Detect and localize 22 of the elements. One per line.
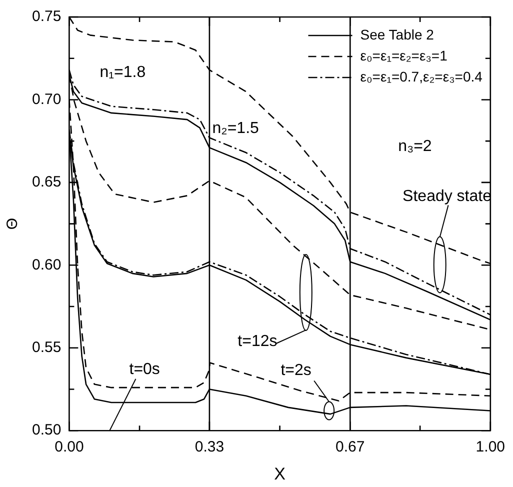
legend-label: See Table 2: [360, 26, 434, 42]
y-tick-label: 0.50: [32, 422, 62, 439]
annotation: t=12s: [238, 333, 278, 350]
annotation: n₃=2: [398, 138, 432, 155]
annotation: n₁=1.8: [100, 64, 146, 81]
annotation: t=0s: [129, 360, 160, 378]
y-axis-title: Θ: [4, 218, 22, 230]
legend-label: ε₀=ε₁=0.7,ε₂=ε₃=0.4: [360, 68, 483, 84]
x-tick-label: 0.67: [336, 438, 365, 456]
x-tick-label: 0.00: [54, 438, 84, 456]
annotation: n₂=1.5: [212, 120, 260, 138]
y-tick-label: 0.70: [32, 90, 62, 108]
x-tick-label: 0.33: [194, 438, 224, 456]
annotation: t=2s: [280, 362, 312, 380]
y-tick-label: 0.60: [32, 256, 62, 274]
legend-label: ε₀=ε₁=ε₂=ε₃=1: [360, 47, 448, 64]
y-tick-label: 0.55: [32, 339, 62, 356]
y-tick-label: 0.65: [32, 174, 62, 191]
x-tick-label: 1.00: [476, 438, 506, 456]
x-axis-title: X: [274, 464, 286, 484]
y-tick-label: 0.75: [32, 8, 62, 26]
annotation: Steady state: [402, 188, 492, 205]
